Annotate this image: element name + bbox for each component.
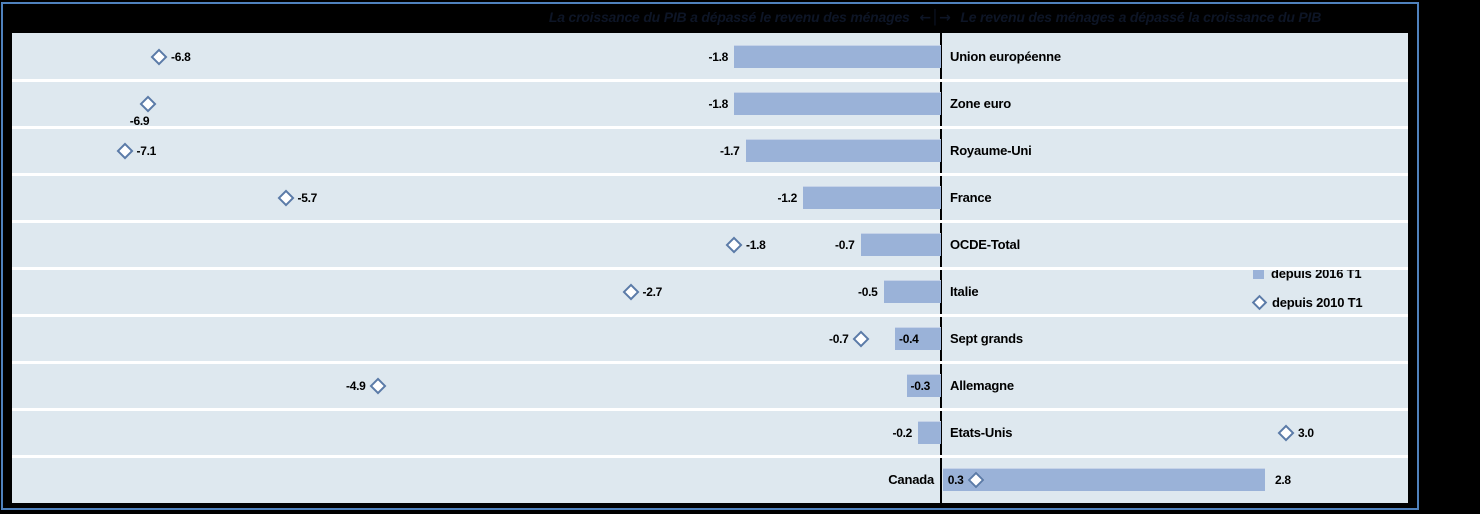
bar-canada bbox=[943, 468, 1265, 491]
diamond-value-label: -2.7 bbox=[642, 284, 663, 299]
diamond-value-label: 0.3 bbox=[947, 472, 964, 487]
chart-frame: La croissance du PIB a dépassé le revenu… bbox=[1, 2, 1419, 510]
bar-value-label: -0.3 bbox=[910, 378, 931, 393]
chart-title: La croissance du PIB a dépassé le revenu… bbox=[440, 9, 1430, 26]
row-separator bbox=[12, 408, 1408, 411]
bar-value-label: -1.8 bbox=[708, 96, 729, 111]
legend-item-bar-series: depuis 2016 T1 bbox=[1253, 259, 1362, 288]
diamond-value-label: -6.8 bbox=[171, 49, 191, 64]
bar-union-europeenne bbox=[734, 45, 941, 68]
category-label-allemagne: Allemagne bbox=[950, 377, 1014, 393]
row-separator bbox=[12, 314, 1408, 317]
bar-sept-grands bbox=[895, 327, 941, 350]
diamond-marker-ocde-total bbox=[725, 236, 743, 253]
row-separator bbox=[12, 79, 1408, 82]
row-separator bbox=[12, 455, 1408, 458]
diamond-marker-zone-euro bbox=[139, 95, 156, 112]
diamond-value-label: -1.8 bbox=[746, 237, 766, 252]
category-label-france: France bbox=[950, 189, 992, 205]
chart-title-left: La croissance du PIB a dépassé le revenu… bbox=[548, 9, 910, 25]
category-label-union-europeenne: Union européenne bbox=[950, 48, 1061, 64]
bar-series-swatch-icon bbox=[1253, 268, 1264, 279]
diamond-marker-france bbox=[277, 189, 294, 206]
diamond-value-label: -5.7 bbox=[297, 190, 318, 205]
bar-royaume-uni bbox=[745, 139, 941, 162]
diamond-marker-royaume-uni bbox=[116, 142, 133, 159]
diamond-marker-italie bbox=[622, 283, 639, 300]
category-label-zone-euro: Zone euro bbox=[950, 95, 1012, 111]
bar-value-label: -0.2 bbox=[892, 425, 913, 440]
bar-ocde-total bbox=[860, 233, 941, 256]
bar-value-label: -0.5 bbox=[858, 284, 878, 299]
category-label-italie: Italie bbox=[950, 283, 979, 299]
diamond-marker-sept-grands bbox=[852, 330, 869, 347]
category-label-royaume-uni: Royaume-Uni bbox=[950, 142, 1032, 158]
legend-item-diamond-series: depuis 2010 T1 bbox=[1251, 288, 1363, 317]
bar-etats-unis bbox=[918, 421, 941, 444]
row-separator bbox=[12, 361, 1408, 364]
bar-value-label: -1.7 bbox=[720, 143, 740, 158]
diamond-value-label: -4.9 bbox=[346, 378, 366, 393]
bar-value-label: -1.8 bbox=[708, 49, 729, 64]
bar-france bbox=[803, 186, 941, 209]
diamond-value-label: -7.1 bbox=[136, 143, 157, 158]
category-label-ocde-total: OCDE-Total bbox=[950, 236, 1020, 252]
diamond-series-swatch-icon bbox=[1251, 294, 1268, 311]
legend-label-diamond-series: depuis 2010 T1 bbox=[1272, 295, 1363, 310]
row-separator bbox=[12, 220, 1408, 223]
diamond-value-label: -6.9 bbox=[129, 113, 150, 128]
category-label-etats-unis: Etats-Unis bbox=[950, 424, 1013, 440]
row-separator bbox=[12, 173, 1408, 176]
row-separator bbox=[12, 126, 1408, 129]
diamond-marker-allemagne bbox=[369, 377, 386, 394]
diamond-value-label: -0.7 bbox=[829, 331, 849, 346]
bar-zone-euro bbox=[734, 92, 941, 115]
category-label-canada: Canada bbox=[888, 471, 934, 487]
row-separator bbox=[12, 267, 1408, 270]
bar-allemagne bbox=[906, 374, 941, 397]
chart-title-right: Le revenu des ménages a dépassé la crois… bbox=[960, 9, 1322, 25]
bar-value-label: -0.7 bbox=[835, 237, 855, 252]
diamond-value-label: 3.0 bbox=[1298, 425, 1314, 440]
bar-value-label: 2.8 bbox=[1275, 472, 1291, 487]
diamond-marker-etats-unis bbox=[1277, 424, 1295, 441]
bar-italie bbox=[883, 280, 941, 303]
category-label-sept-grands: Sept grands bbox=[950, 330, 1023, 346]
bar-value-label: -1.2 bbox=[777, 190, 798, 205]
plot-area: depuis 2016 T1 depuis 2010 T1 -1.8 -6.8 Un… bbox=[12, 33, 1408, 503]
title-divider-arrows-icon: ←│→ bbox=[919, 10, 951, 26]
diamond-marker-union-europeenne bbox=[150, 48, 168, 65]
bar-value-label: -0.4 bbox=[899, 331, 919, 346]
